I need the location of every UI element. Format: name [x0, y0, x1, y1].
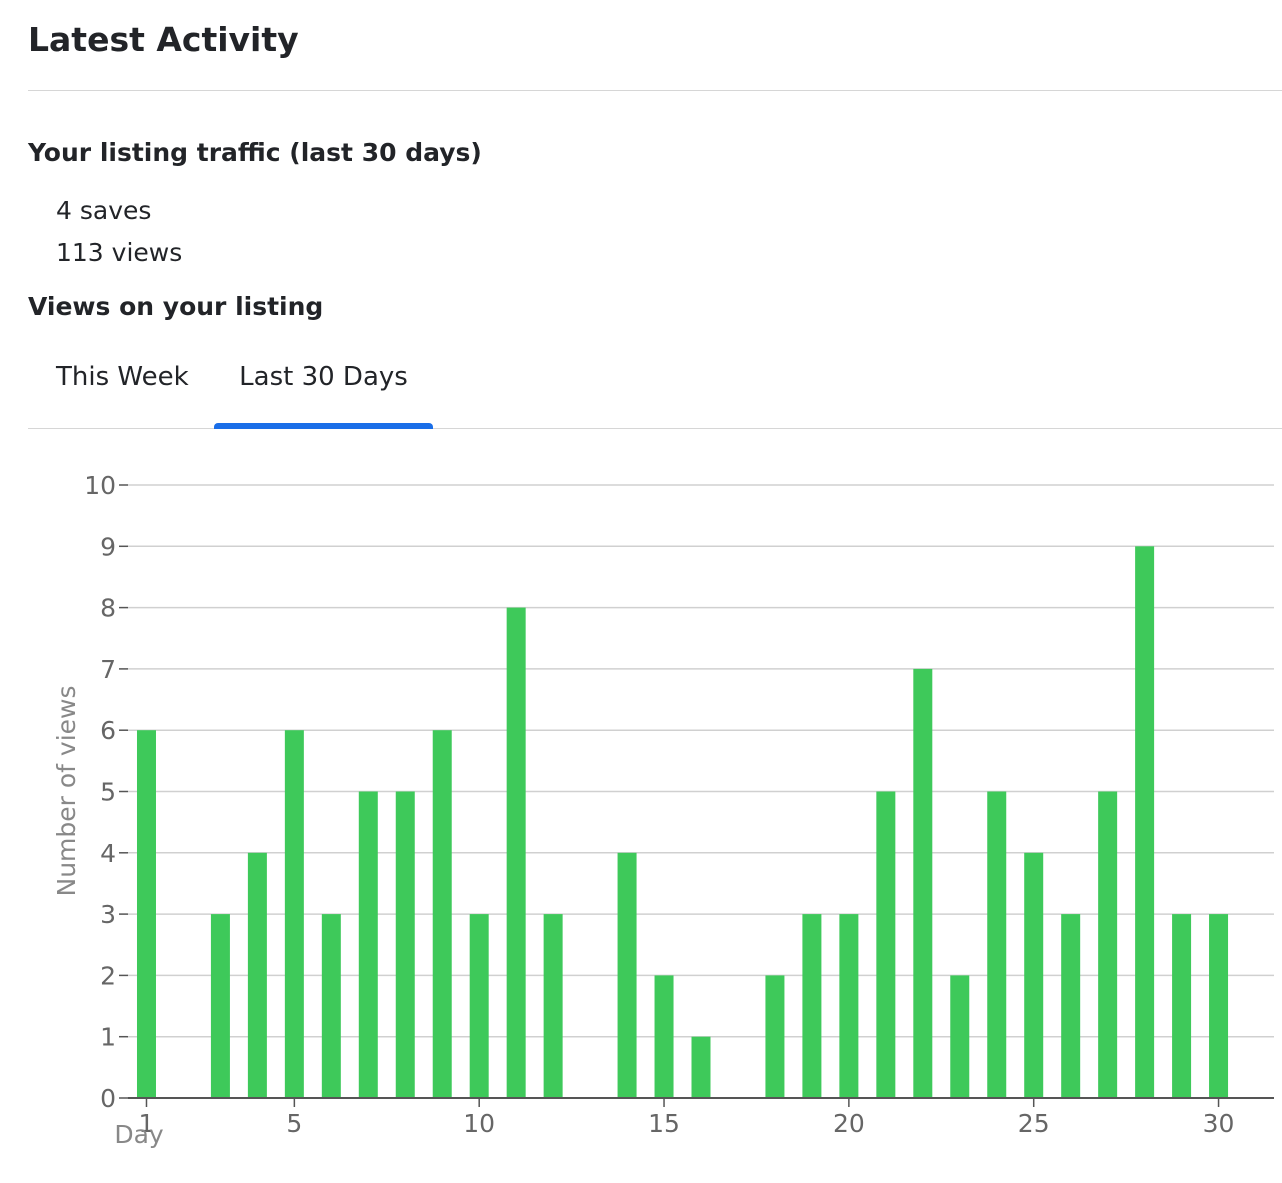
bar — [876, 791, 896, 1098]
bar — [802, 914, 822, 1098]
bar — [432, 730, 452, 1098]
period-tabs: This Week Last 30 Days — [28, 344, 1282, 429]
header-divider — [28, 90, 1282, 91]
y-axis-title: Number of views — [52, 685, 81, 896]
tab-last-30-days[interactable]: Last 30 Days — [239, 362, 408, 392]
y-tick-label: 4 — [100, 839, 116, 868]
bar — [506, 607, 526, 1098]
x-tick-label: 1 — [139, 1109, 155, 1138]
views-count: 113 views — [56, 238, 183, 267]
bar — [839, 914, 859, 1098]
page-title: Latest Activity — [28, 20, 299, 59]
bar — [210, 914, 230, 1098]
bar — [395, 791, 415, 1098]
bar — [321, 914, 341, 1098]
bar — [987, 791, 1007, 1098]
y-tick-label: 9 — [100, 532, 116, 561]
y-tick-label: 5 — [100, 778, 116, 807]
tab-this-week[interactable]: This Week — [56, 362, 189, 392]
bar — [1172, 914, 1192, 1098]
y-tick-label: 2 — [100, 961, 116, 990]
bar — [247, 852, 267, 1098]
bar — [950, 975, 970, 1098]
bar — [1135, 546, 1155, 1098]
x-tick-label: 10 — [463, 1109, 495, 1138]
bar — [765, 975, 785, 1098]
bar — [691, 1036, 711, 1098]
bar — [358, 791, 378, 1098]
x-tick-label: 20 — [833, 1109, 865, 1138]
y-tick-label: 7 — [100, 655, 116, 684]
y-tick-label: 6 — [100, 716, 116, 745]
bar — [284, 730, 304, 1098]
y-tick-label: 8 — [100, 594, 116, 623]
y-tick-label: 0 — [100, 1084, 116, 1113]
active-tab-indicator — [214, 423, 433, 429]
x-axis-title: Day — [114, 1120, 164, 1149]
bar — [913, 668, 933, 1098]
bar — [1061, 914, 1081, 1098]
bar — [617, 852, 637, 1098]
bar — [654, 975, 674, 1098]
y-tick-label: 3 — [100, 900, 116, 929]
x-tick-label: 25 — [1018, 1109, 1050, 1138]
x-tick-label: 15 — [648, 1109, 680, 1138]
views-heading: Views on your listing — [28, 292, 324, 321]
bar — [136, 730, 156, 1098]
bar — [1024, 852, 1044, 1098]
y-tick-label: 10 — [84, 471, 116, 500]
bar — [1209, 914, 1229, 1098]
x-tick-label: 30 — [1203, 1109, 1235, 1138]
bar — [1098, 791, 1118, 1098]
y-tick-label: 1 — [100, 1023, 116, 1052]
saves-count: 4 saves — [56, 196, 152, 225]
bar — [543, 914, 563, 1098]
bar — [469, 914, 489, 1098]
traffic-heading: Your listing traffic (last 30 days) — [28, 138, 482, 167]
x-tick-label: 5 — [286, 1109, 302, 1138]
